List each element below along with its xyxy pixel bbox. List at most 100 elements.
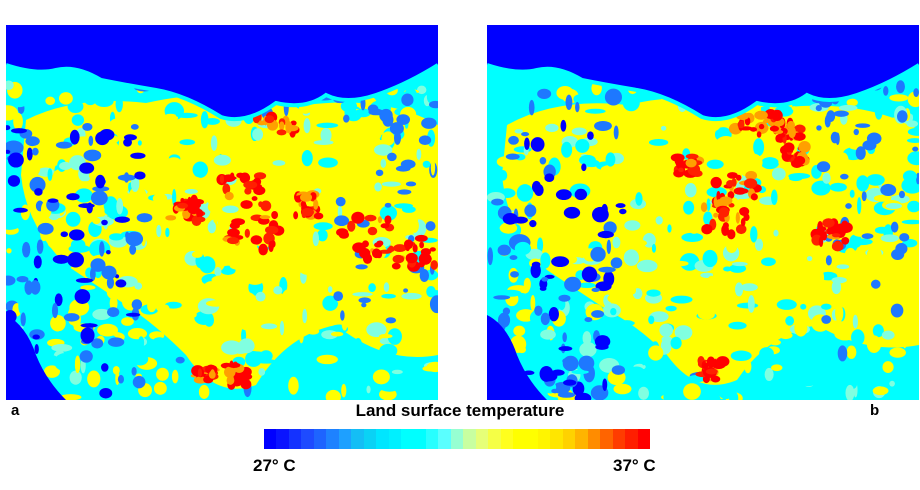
cool-patch (821, 315, 832, 324)
hot-spot (414, 234, 428, 242)
cool-patch (581, 163, 587, 172)
hot-spot (685, 158, 697, 168)
land-patch (630, 317, 642, 323)
land-patch (299, 327, 304, 344)
land-patch (281, 289, 297, 307)
cool-patch (26, 147, 33, 161)
land-patch (349, 349, 357, 366)
land-patch (50, 315, 66, 332)
land-patch (182, 301, 193, 312)
land-patch (199, 256, 216, 274)
land-patch (322, 321, 336, 327)
land-patch (63, 291, 70, 298)
land-patch (266, 293, 286, 299)
land-patch (578, 310, 588, 326)
land-patch (426, 361, 438, 373)
land-patch (628, 366, 645, 377)
cool-patch (591, 287, 600, 293)
land-patch (882, 361, 894, 373)
cool-patch (866, 132, 882, 145)
land-patch (663, 389, 679, 400)
land-patch (255, 291, 266, 302)
cool-patch (67, 252, 84, 268)
cool-patch (574, 188, 588, 201)
land-patch (740, 283, 758, 292)
hot-spot (226, 375, 235, 385)
land-patch (788, 173, 811, 180)
land-patch (866, 247, 882, 262)
cool-patch (602, 378, 608, 391)
land-patch (22, 161, 41, 177)
land-patch (383, 282, 390, 292)
land-patch (432, 334, 438, 341)
land-patch (729, 264, 747, 273)
hot-spot (750, 193, 758, 201)
land-patch (837, 345, 848, 362)
land-patch (889, 380, 895, 387)
cool-patch (563, 206, 581, 219)
land-patch (246, 317, 269, 325)
land-patch (818, 270, 825, 287)
hot-spot (393, 244, 407, 252)
land-patch (571, 121, 576, 129)
land-patch (74, 188, 93, 203)
land-patch (352, 397, 369, 400)
cool-patch (335, 196, 346, 207)
colorbar-cell (575, 429, 588, 449)
land-patch (318, 157, 338, 168)
land-patch (259, 350, 273, 362)
colorbar-cell (500, 429, 514, 449)
hot-spot (362, 253, 373, 264)
colorbar-cell (313, 429, 327, 449)
land-patch (54, 87, 76, 94)
land-patch (641, 316, 649, 332)
cool-patch (368, 108, 384, 116)
land-patch (192, 332, 208, 349)
land-patch (668, 283, 679, 291)
land-patch (648, 345, 664, 361)
land-patch (261, 323, 278, 330)
cool-patch (855, 123, 871, 128)
land-patch (279, 195, 286, 203)
land-patch (530, 289, 544, 297)
cool-patch (563, 379, 577, 386)
cool-patch (544, 173, 555, 183)
cool-patch (615, 203, 626, 209)
land-patch (573, 94, 586, 104)
land-patch (205, 300, 227, 307)
land-patch (352, 292, 373, 297)
land-patch (302, 308, 308, 324)
cool-patch (51, 303, 59, 319)
land-patch (373, 144, 393, 156)
land-patch (738, 151, 744, 157)
land-patch (284, 212, 294, 219)
colorbar-cell (525, 429, 538, 449)
land-patch (379, 205, 398, 221)
hot-spot (285, 121, 293, 134)
hot-spot (817, 221, 823, 233)
land-patch (422, 160, 431, 168)
cool-patch (539, 156, 547, 165)
land-patch (856, 357, 874, 374)
cool-patch (619, 208, 627, 215)
land-patch (213, 154, 231, 166)
land-patch (771, 167, 786, 181)
land-patch (788, 269, 811, 282)
colorbar-cell (463, 429, 476, 449)
colorbar-cell (376, 429, 389, 449)
cool-patch (521, 131, 530, 137)
land-patch (623, 249, 640, 266)
land-patch (175, 112, 198, 119)
land-patch (713, 339, 729, 357)
land-patch (272, 160, 286, 166)
land-patch (94, 84, 109, 94)
land-patch (715, 306, 720, 313)
land-patch (127, 375, 134, 382)
cool-patch (601, 203, 608, 216)
land-patch (393, 194, 414, 203)
land-patch (771, 364, 783, 372)
hot-spot (690, 171, 701, 176)
land-patch (391, 369, 403, 375)
land-patch (761, 257, 776, 267)
colorbar-max-label: 37° C (613, 456, 656, 475)
